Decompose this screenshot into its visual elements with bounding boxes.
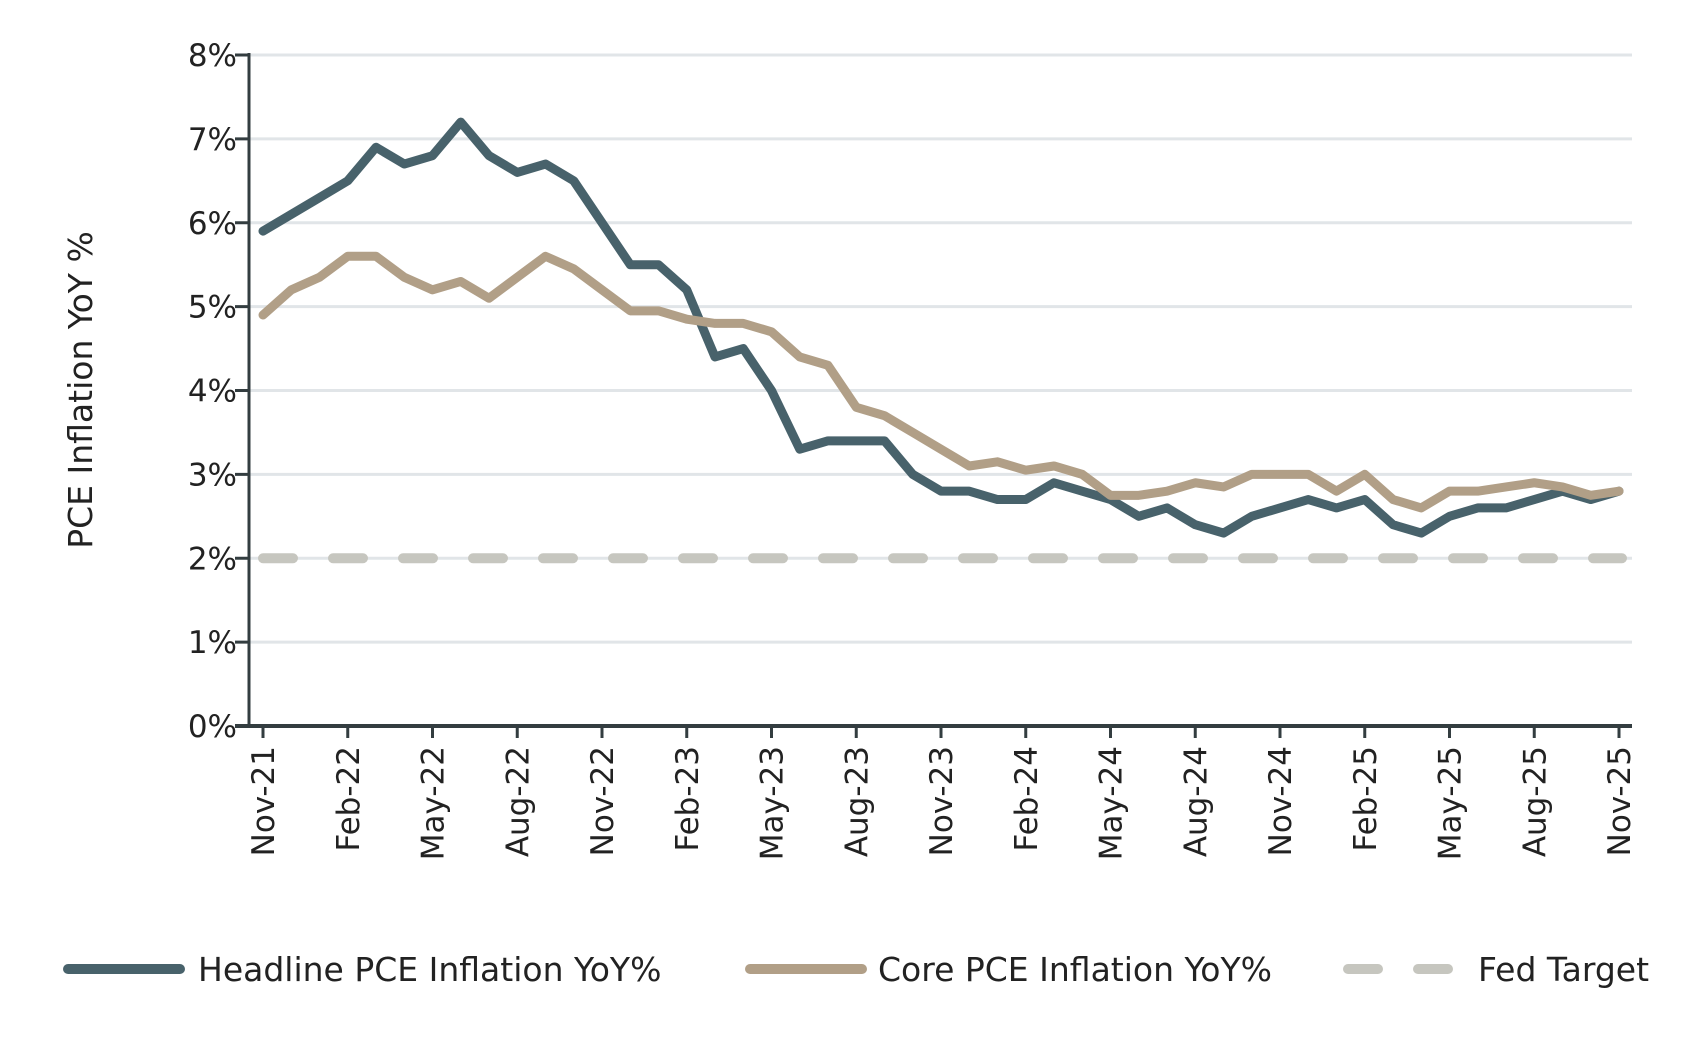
y-tick-label: 0%	[188, 709, 237, 745]
x-tick-label: Nov-24	[1263, 746, 1299, 856]
y-tick-labels: 0% 1% 2% 3% 4% 5% 6% 7% 8%	[188, 38, 237, 745]
y-tick-label: 8%	[188, 38, 237, 74]
x-tick-label: Feb-23	[670, 746, 706, 852]
x-tick-labels: Nov-21 Feb-22 May-22 Aug-22 Nov-22 Feb-23 May-…	[246, 746, 1638, 860]
x-tick-label: May-25	[1433, 746, 1469, 860]
x-tick-label: May-24	[1094, 746, 1130, 860]
x-tick-label: Aug-22	[500, 746, 536, 857]
y-tick-label: 3%	[188, 457, 237, 493]
x-tick-label: Nov-25	[1602, 746, 1638, 856]
x-tick-label: Feb-22	[331, 746, 367, 852]
x-tick-label: Feb-25	[1348, 746, 1384, 852]
y-tick-label: 4%	[188, 374, 237, 410]
legend-label: Fed Target	[1478, 950, 1649, 989]
series-line-core	[258, 251, 1624, 513]
y-axis-label: PCE Inflation YoY %	[61, 231, 100, 549]
y-tick-label: 6%	[188, 206, 237, 242]
y-tick-label: 1%	[188, 625, 237, 661]
x-tick-label: Nov-21	[246, 746, 282, 856]
series-lines	[258, 117, 1624, 538]
x-tick-label: Feb-24	[1009, 746, 1045, 852]
legend: Headline PCE Inflation YoY% Core PCE Infl…	[63, 950, 1649, 989]
x-tick-label: Nov-23	[924, 746, 960, 856]
x-tick-label: Nov-22	[585, 746, 621, 856]
x-tick-label: Aug-23	[839, 746, 875, 857]
y-tick-label: 2%	[188, 541, 237, 577]
x-tick-label: May-22	[416, 746, 452, 860]
x-tick-label: Aug-24	[1178, 746, 1214, 857]
y-tick-label: 7%	[188, 122, 237, 158]
x-tick-label: Aug-25	[1517, 746, 1553, 857]
axes	[235, 53, 1632, 738]
series-line-headline	[258, 117, 1624, 538]
y-tick-label: 5%	[188, 290, 237, 326]
legend-label: Core PCE Inflation YoY%	[878, 950, 1272, 989]
gridlines	[249, 53, 1632, 644]
x-tick-label: May-23	[755, 746, 791, 860]
legend-label: Headline PCE Inflation YoY%	[198, 950, 661, 989]
